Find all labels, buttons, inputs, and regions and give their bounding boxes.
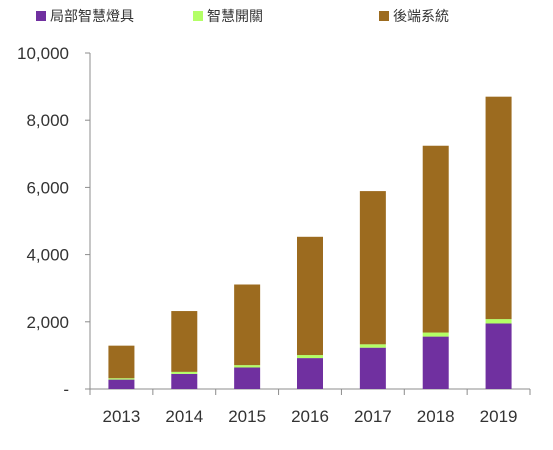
x-tick-label: 2013 (103, 407, 141, 426)
legend: 局部智慧燈具 智慧開關 後端系統 (36, 9, 449, 25)
y-tick-label: 10,000 (17, 44, 69, 63)
bar-segment-3 (108, 345, 135, 379)
bar-segment-2 (297, 355, 323, 359)
legend-label: 後端系統 (393, 9, 449, 25)
legend-item-3: 後端系統 (379, 9, 449, 25)
bar-segment-3 (171, 311, 198, 372)
y-tick-label: 4,000 (26, 246, 69, 265)
y-tick-label: - (63, 380, 69, 399)
bar-segment-3 (485, 96, 512, 320)
y-tick-label: 6,000 (26, 178, 69, 197)
bar-segment-1 (108, 379, 135, 389)
bars (108, 96, 512, 389)
bar-segment-3 (359, 191, 386, 345)
bar-segment-1 (297, 358, 323, 389)
bar-segment-2 (359, 344, 386, 348)
x-tick-label: 2016 (291, 407, 329, 426)
legend-swatch (193, 11, 203, 21)
bar-segment-1 (422, 336, 449, 389)
bar-segment-3 (234, 284, 261, 366)
y-tick-label: 8,000 (26, 111, 69, 130)
bar-stack-2016 (297, 236, 323, 389)
bar-stack-2019 (485, 96, 512, 389)
bar-stack-2017 (359, 191, 386, 389)
bar-segment-2 (485, 319, 512, 324)
bar-segment-1 (359, 347, 386, 389)
bar-segment-2 (422, 332, 449, 337)
bar-segment-3 (422, 145, 449, 333)
bar-stack-2014 (171, 311, 198, 389)
x-tick-label: 2018 (417, 407, 455, 426)
legend-swatch (36, 11, 46, 21)
bar-segment-2 (108, 378, 135, 380)
legend-item-2: 智慧開關 (193, 9, 263, 25)
bar-segment-2 (234, 365, 261, 368)
x-tick-label: 2017 (354, 407, 392, 426)
legend-item-1: 局部智慧燈具 (36, 9, 134, 25)
bar-segment-2 (171, 371, 198, 374)
legend-label: 智慧開關 (207, 9, 263, 25)
y-tick-label: 2,000 (26, 313, 69, 332)
bar-segment-1 (234, 367, 261, 389)
x-tick-label: 2014 (165, 407, 203, 426)
legend-label: 局部智慧燈具 (50, 9, 134, 25)
legend-swatch (379, 11, 389, 21)
bar-stack-2018 (422, 145, 449, 389)
bar-stack-2013 (108, 345, 135, 389)
x-tick-label: 2015 (228, 407, 266, 426)
x-tick-label: 2019 (480, 407, 518, 426)
axes: - 2,000 4,000 6,000 8,000 10,000 2013 2014 2015 2… (17, 44, 531, 426)
bar-segment-3 (297, 236, 323, 356)
bar-segment-1 (171, 373, 198, 389)
bar-stack-2015 (234, 284, 261, 389)
bar-segment-1 (485, 323, 512, 389)
